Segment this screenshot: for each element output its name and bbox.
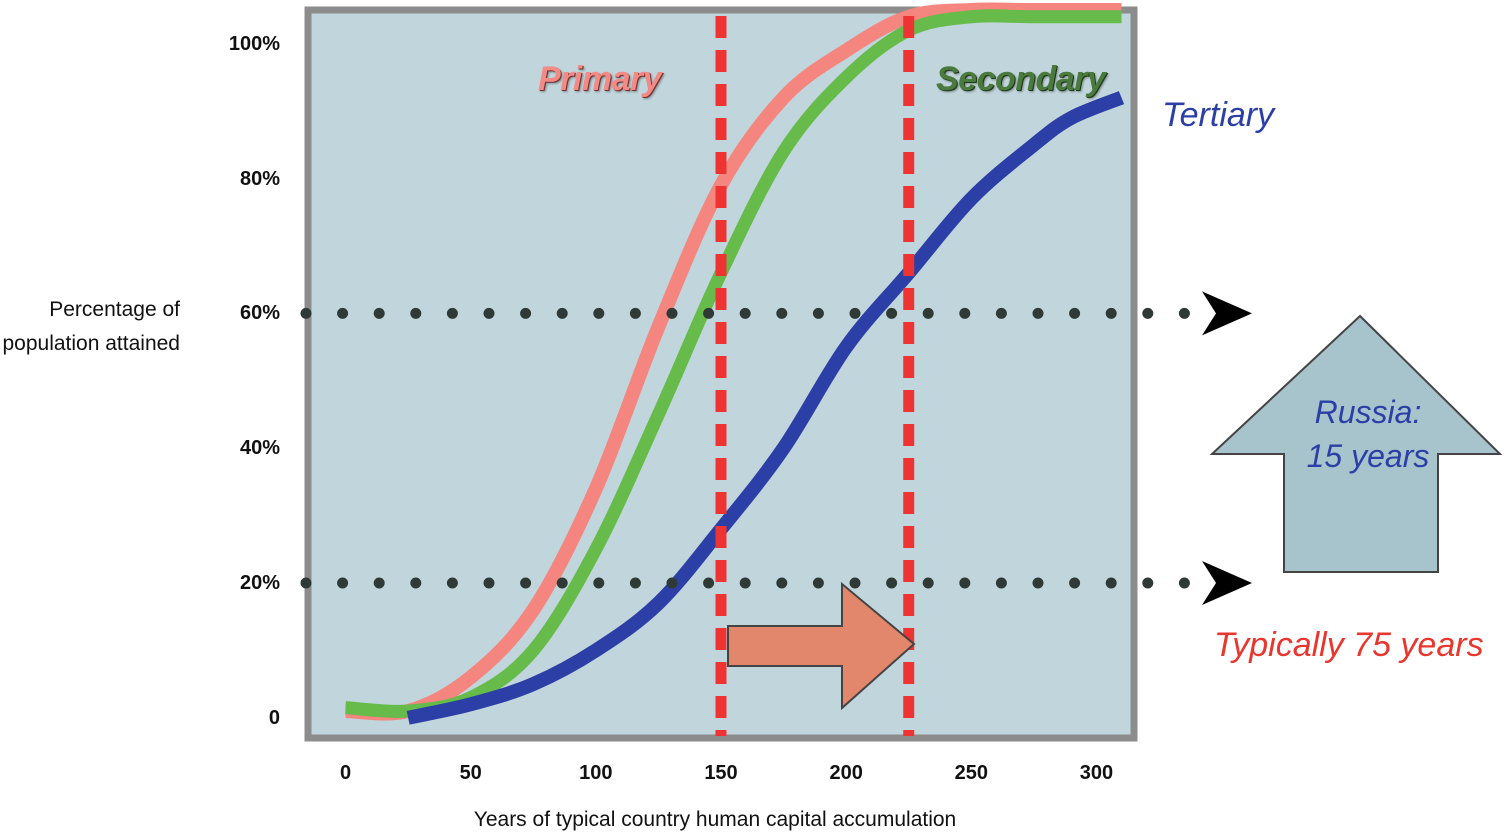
series-line-tertiary	[406, 91, 1125, 725]
y-tick-label: 40%	[239, 437, 280, 460]
x-tick-label: 300	[1079, 762, 1114, 784]
russia-up-arrow	[1209, 314, 1503, 573]
x-tick-label: 50	[459, 762, 482, 784]
time-arrow-right	[727, 581, 916, 711]
x-tick-label: 0	[339, 762, 352, 784]
x-tick-label: 100	[579, 762, 613, 784]
russia-line-1: Russia:	[1314, 394, 1422, 430]
x-tick-label: 200	[829, 762, 863, 784]
series-label-secondary: Secondary	[936, 60, 1106, 98]
series-line-primary	[345, 2, 1122, 721]
russia-line-2: 15 years	[1306, 438, 1430, 474]
horizontal-line-arrowhead-1	[1202, 291, 1252, 336]
y-tick-label: 60%	[239, 302, 280, 325]
x-axis-label: Years of typical country human capital a…	[473, 808, 957, 831]
series-label-tertiary: Tertiary	[1162, 96, 1275, 134]
x-tick-label: 150	[704, 762, 738, 784]
reference-lines	[300, 16, 1252, 736]
y-tick-label: 80%	[239, 167, 280, 190]
x-tick-label: 250	[954, 762, 988, 784]
y-tick-label: 100%	[228, 32, 280, 55]
series-line-secondary	[345, 9, 1122, 718]
y-tick-label: 0	[268, 706, 280, 729]
series-label-primary: Primary	[538, 60, 662, 98]
typical-annotation: Typically 75 years	[1214, 626, 1484, 664]
russia-annotation: Russia: 15 years	[1268, 390, 1468, 478]
arrows	[727, 314, 1503, 711]
series-layer	[345, 2, 1125, 725]
y-tick-label: 20%	[239, 571, 280, 594]
y-axis-label: Percentage of population attained	[2, 298, 181, 355]
horizontal-line-arrowhead-2	[1202, 560, 1252, 605]
